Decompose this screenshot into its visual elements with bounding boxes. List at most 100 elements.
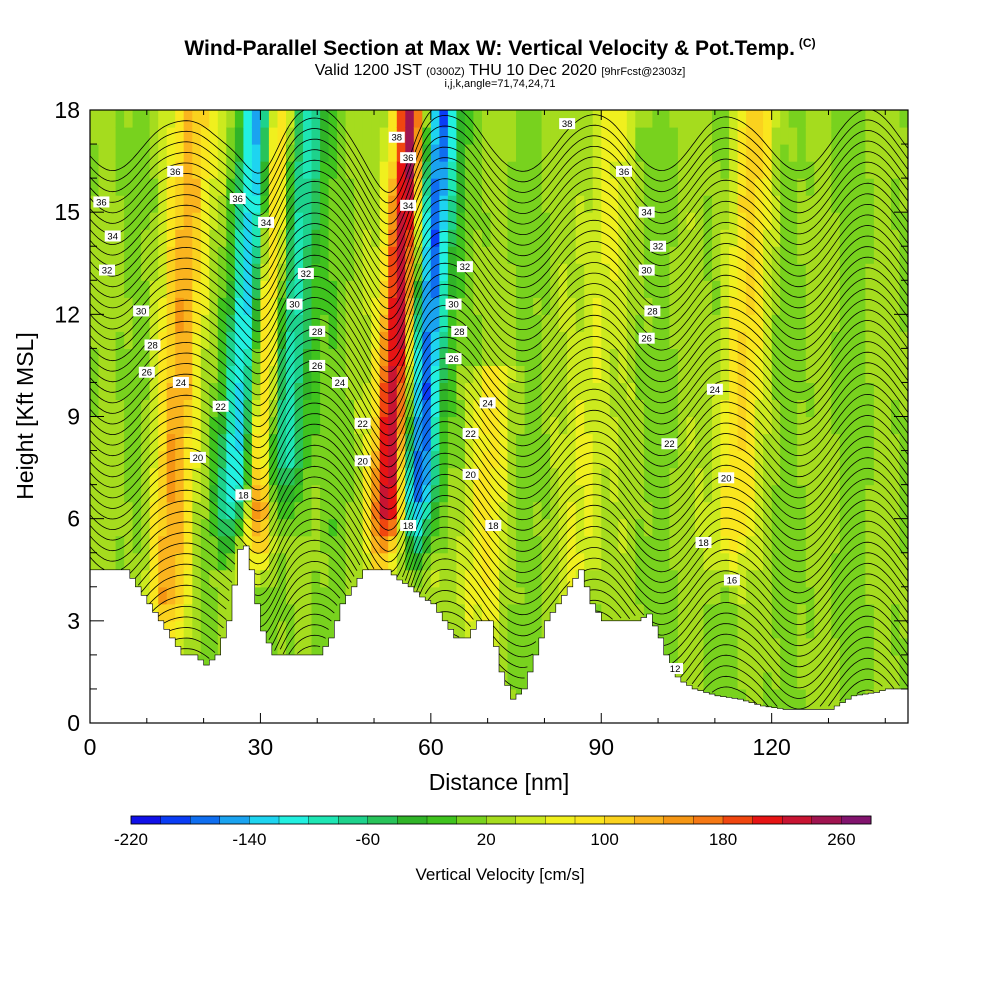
velocity-cell bbox=[737, 518, 747, 537]
velocity-cell bbox=[422, 263, 432, 281]
velocity-cell bbox=[533, 382, 543, 400]
velocity-cell bbox=[90, 314, 100, 332]
velocity-cell bbox=[746, 229, 756, 247]
velocity-cell bbox=[158, 297, 168, 315]
velocity-cell bbox=[652, 195, 662, 213]
velocity-cell bbox=[771, 501, 781, 520]
velocity-cell bbox=[490, 586, 500, 605]
contour-label-bg bbox=[133, 305, 150, 317]
velocity-cell bbox=[482, 178, 492, 196]
velocity-cell bbox=[158, 416, 168, 435]
velocity-cell bbox=[200, 365, 210, 383]
velocity-cell bbox=[268, 161, 278, 179]
velocity-cell bbox=[891, 263, 901, 281]
velocity-cell bbox=[422, 246, 432, 264]
velocity-cell bbox=[635, 110, 645, 128]
velocity-cell bbox=[234, 280, 244, 298]
velocity-cell bbox=[175, 263, 185, 281]
velocity-cell bbox=[763, 263, 773, 281]
velocity-cell bbox=[788, 127, 798, 145]
velocity-cell bbox=[797, 433, 807, 452]
velocity-cell bbox=[746, 569, 756, 588]
velocity-cell bbox=[882, 161, 892, 179]
velocity-cell bbox=[788, 654, 798, 673]
velocity-cell bbox=[686, 382, 696, 400]
velocity-cell bbox=[200, 501, 210, 520]
velocity-cell bbox=[107, 212, 117, 230]
velocity-cell bbox=[124, 450, 134, 469]
velocity-cell bbox=[575, 280, 585, 298]
velocity-cell bbox=[473, 178, 483, 196]
velocity-cell bbox=[831, 178, 841, 196]
velocity-cell bbox=[524, 535, 534, 554]
velocity-cell bbox=[737, 348, 747, 366]
velocity-cell bbox=[652, 144, 662, 162]
velocity-cell bbox=[601, 365, 611, 383]
velocity-cell bbox=[447, 331, 457, 349]
velocity-cell bbox=[592, 229, 602, 247]
velocity-cell bbox=[388, 229, 398, 247]
velocity-cell bbox=[447, 399, 457, 418]
velocity-cell bbox=[550, 178, 560, 196]
velocity-cell bbox=[652, 110, 662, 128]
velocity-cell bbox=[354, 212, 364, 230]
velocity-cell bbox=[712, 433, 722, 452]
velocity-cell bbox=[311, 484, 321, 503]
velocity-cell bbox=[720, 603, 730, 622]
velocity-cell bbox=[337, 484, 347, 503]
velocity-cell bbox=[226, 365, 236, 383]
velocity-cell bbox=[873, 569, 883, 588]
velocity-cell bbox=[115, 246, 125, 264]
velocity-cell bbox=[286, 603, 296, 622]
velocity-cell bbox=[499, 484, 509, 503]
velocity-cell bbox=[652, 212, 662, 230]
velocity-cell bbox=[473, 144, 483, 162]
velocity-cell bbox=[788, 331, 798, 349]
velocity-cell bbox=[328, 535, 338, 554]
velocity-cell bbox=[533, 569, 543, 588]
velocity-cell bbox=[737, 501, 747, 520]
velocity-cell bbox=[98, 297, 108, 315]
velocity-cell bbox=[541, 399, 551, 418]
velocity-cell bbox=[584, 263, 594, 281]
velocity-cell bbox=[217, 484, 227, 503]
velocity-cell bbox=[695, 195, 705, 213]
velocity-cell bbox=[899, 314, 908, 332]
velocity-cell bbox=[882, 654, 892, 673]
velocity-cell bbox=[831, 110, 841, 128]
velocity-cell bbox=[635, 484, 645, 503]
velocity-cell bbox=[533, 178, 543, 196]
velocity-cell bbox=[311, 297, 321, 315]
velocity-cell bbox=[558, 399, 568, 418]
velocity-cell bbox=[516, 569, 526, 588]
velocity-cell bbox=[780, 671, 790, 690]
velocity-cell bbox=[303, 535, 313, 554]
velocity-cell bbox=[464, 314, 474, 332]
velocity-cell bbox=[746, 620, 756, 639]
velocity-cell bbox=[388, 110, 398, 128]
velocity-cell bbox=[294, 161, 304, 179]
velocity-cell bbox=[839, 280, 849, 298]
theta-contour-line bbox=[143, 558, 908, 628]
velocity-cell bbox=[200, 603, 210, 622]
velocity-cell bbox=[124, 127, 134, 145]
velocity-cell bbox=[814, 637, 824, 656]
velocity-cell bbox=[379, 144, 389, 162]
velocity-cell bbox=[499, 297, 509, 315]
velocity-cell bbox=[422, 195, 432, 213]
contour-label-bg bbox=[451, 325, 468, 337]
theta-contour-line bbox=[90, 146, 908, 236]
velocity-cell bbox=[865, 569, 875, 588]
velocity-cell bbox=[277, 280, 287, 298]
velocity-cell bbox=[831, 399, 841, 418]
velocity-cell bbox=[183, 246, 193, 264]
velocity-cell bbox=[107, 365, 117, 383]
velocity-cell bbox=[695, 314, 705, 332]
velocity-cell bbox=[490, 620, 500, 639]
velocity-cell bbox=[132, 212, 142, 230]
colorbar-swatch bbox=[545, 815, 576, 825]
velocity-cell bbox=[754, 535, 764, 554]
velocity-cell bbox=[754, 331, 764, 349]
velocity-cell bbox=[345, 484, 355, 503]
velocity-cell bbox=[354, 110, 364, 128]
